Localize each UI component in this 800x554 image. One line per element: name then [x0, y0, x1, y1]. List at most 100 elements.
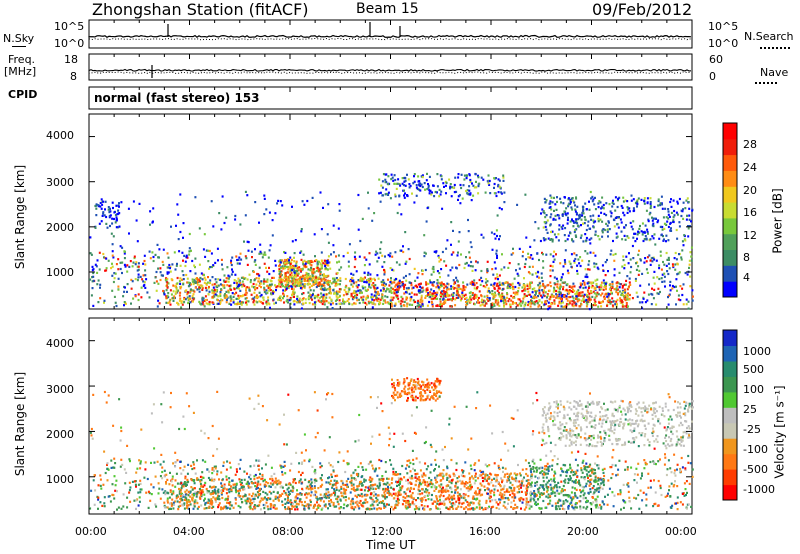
- echo-cell: [289, 302, 292, 305]
- echo-cell: [182, 469, 185, 472]
- echo-cell: [625, 224, 627, 227]
- echo-cell: [161, 466, 164, 469]
- echo-cell: [263, 194, 266, 197]
- echo-cell: [362, 287, 365, 290]
- echo-cell: [600, 284, 603, 287]
- echo-cell: [626, 288, 629, 291]
- echo-cell: [387, 193, 390, 196]
- echo-cell: [623, 283, 626, 286]
- echo-cell: [527, 303, 529, 307]
- echo-cell: [193, 280, 196, 283]
- echo-cell: [585, 239, 588, 242]
- echo-cell: [232, 299, 235, 302]
- echo-cell: [381, 296, 384, 300]
- echo-cell: [223, 284, 226, 287]
- echo-cell: [382, 479, 384, 482]
- echo-cell: [637, 253, 640, 256]
- echo-cell: [573, 289, 576, 292]
- echo-cell: [658, 267, 661, 270]
- echo-cell: [270, 475, 273, 478]
- echo-cell: [242, 283, 245, 286]
- echo-cell: [550, 208, 553, 211]
- echo-cell: [280, 466, 283, 469]
- echo-cell: [103, 256, 105, 259]
- echo-cell: [359, 499, 362, 503]
- echo-cell: [521, 468, 524, 471]
- echo-cell: [486, 269, 489, 272]
- echo-cell: [183, 502, 186, 505]
- echo-cell: [219, 291, 222, 294]
- echo-cell: [440, 303, 443, 306]
- echo-cell: [477, 459, 480, 462]
- echo-cell: [134, 278, 137, 281]
- echo-cell: [594, 196, 596, 199]
- echo-cell: [623, 267, 626, 270]
- echo-cell: [338, 507, 341, 510]
- echo-cell: [661, 280, 664, 283]
- echo-cell: [650, 303, 653, 306]
- echo-cell: [635, 262, 637, 265]
- echo-cell: [498, 238, 500, 241]
- echo-cell: [195, 500, 198, 503]
- echo-cell: [390, 303, 393, 306]
- echo-cell: [592, 198, 595, 201]
- echo-cell: [350, 484, 353, 487]
- echo-cell: [672, 216, 675, 219]
- echo-cell: [689, 285, 692, 288]
- echo-cell: [550, 238, 553, 241]
- echo-cell: [633, 232, 636, 235]
- echo-cell: [387, 191, 390, 194]
- echo-cell: [643, 200, 646, 203]
- echo-cell: [673, 472, 676, 475]
- echo-cell: [254, 296, 257, 299]
- echo-cell: [338, 302, 341, 305]
- echo-cell: [456, 288, 459, 291]
- echo-cell: [205, 249, 208, 252]
- echo-cell: [387, 278, 389, 281]
- echo-cell: [362, 277, 365, 280]
- echo-cell: [382, 287, 385, 290]
- echo-cell: [415, 293, 418, 296]
- echo-cell: [555, 296, 558, 299]
- echo-cell: [299, 251, 302, 254]
- echo-cell: [381, 265, 384, 268]
- echo-cell: [451, 266, 454, 269]
- echo-cell: [641, 301, 644, 304]
- echo-cell: [279, 267, 282, 270]
- echo-cell: [498, 295, 501, 298]
- echo-cell: [171, 477, 174, 481]
- echo-region: [165, 276, 393, 306]
- echo-cell: [565, 207, 568, 210]
- echo-cell: [567, 197, 570, 200]
- echo-cell: [566, 269, 569, 272]
- echo-cell: [164, 493, 167, 496]
- echo-cell: [636, 237, 638, 240]
- echo-cell: [368, 285, 371, 288]
- echo-cell: [606, 258, 608, 262]
- echo-cell: [208, 249, 211, 253]
- echo-cell: [517, 463, 519, 467]
- echo-cell: [359, 278, 361, 281]
- echo-cell: [636, 233, 639, 236]
- echo-cell: [578, 299, 581, 302]
- echo-cell: [237, 489, 240, 493]
- echo-cell: [573, 301, 576, 304]
- echo-cell: [625, 279, 628, 282]
- echo-cell: [579, 284, 582, 287]
- echo-cell: [250, 486, 253, 489]
- echo-cell: [404, 492, 407, 495]
- echo-cell: [506, 292, 508, 295]
- echo-cell: [549, 194, 552, 197]
- echo-cell: [225, 468, 228, 471]
- echo-cell: [421, 286, 424, 289]
- echo-cell: [673, 214, 676, 217]
- echo-cell: [307, 261, 310, 265]
- echo-cell: [538, 288, 541, 291]
- echo-cell: [336, 290, 338, 293]
- echo-cell: [465, 174, 468, 177]
- echo-cell: [661, 207, 664, 210]
- echo-cell: [172, 299, 175, 302]
- echo-cell: [497, 185, 500, 188]
- echo-cell: [691, 475, 694, 478]
- echo-cell: [167, 266, 170, 269]
